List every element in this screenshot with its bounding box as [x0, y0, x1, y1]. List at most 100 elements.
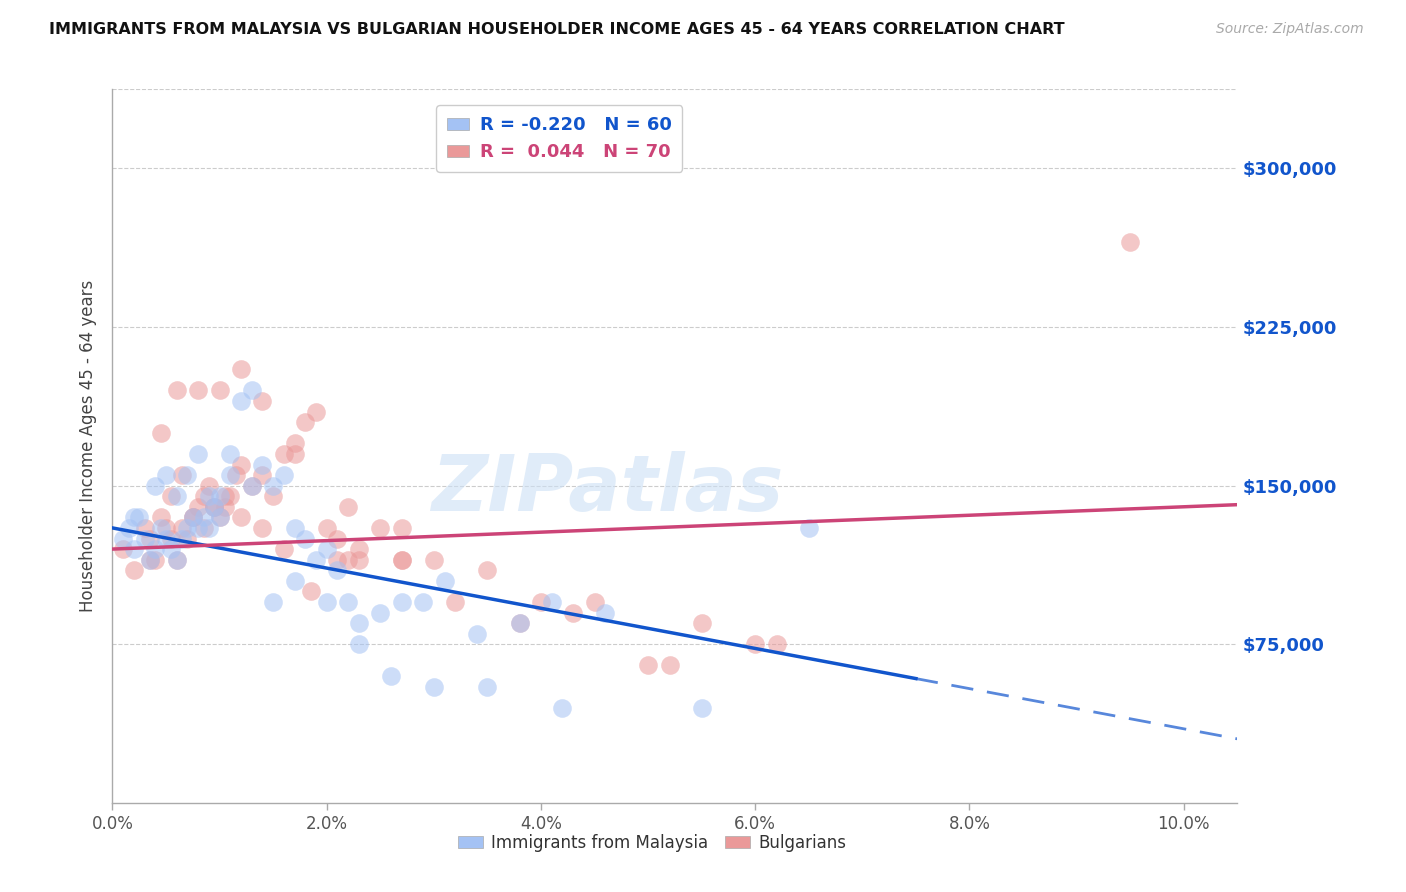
- Point: [252, 521, 274, 535]
- Point: [252, 394, 274, 409]
- Point: [273, 542, 295, 557]
- Point: [229, 510, 252, 524]
- Point: [315, 595, 337, 609]
- Point: [305, 404, 328, 418]
- Point: [187, 447, 209, 461]
- Point: [219, 489, 242, 503]
- Point: [744, 637, 766, 651]
- Point: [326, 563, 349, 577]
- Point: [143, 478, 166, 492]
- Text: IMMIGRANTS FROM MALAYSIA VS BULGARIAN HOUSEHOLDER INCOME AGES 45 - 64 YEARS CORR: IMMIGRANTS FROM MALAYSIA VS BULGARIAN HO…: [49, 22, 1064, 37]
- Point: [122, 510, 145, 524]
- Point: [593, 606, 616, 620]
- Point: [551, 700, 574, 714]
- Point: [225, 468, 247, 483]
- Point: [380, 669, 402, 683]
- Point: [509, 616, 531, 631]
- Point: [214, 500, 236, 514]
- Point: [202, 500, 225, 514]
- Point: [134, 521, 156, 535]
- Point: [181, 510, 204, 524]
- Point: [214, 489, 236, 503]
- Point: [187, 500, 209, 514]
- Point: [294, 532, 316, 546]
- Point: [160, 532, 183, 546]
- Point: [391, 521, 413, 535]
- Point: [139, 552, 162, 566]
- Point: [198, 478, 221, 492]
- Point: [166, 384, 188, 398]
- Point: [315, 521, 337, 535]
- Point: [219, 447, 242, 461]
- Point: [315, 542, 337, 557]
- Point: [658, 658, 681, 673]
- Point: [193, 510, 215, 524]
- Point: [149, 521, 172, 535]
- Point: [139, 552, 162, 566]
- Point: [433, 574, 456, 588]
- Point: [155, 521, 177, 535]
- Point: [160, 489, 183, 503]
- Point: [176, 521, 198, 535]
- Point: [149, 425, 172, 440]
- Point: [139, 532, 162, 546]
- Point: [262, 478, 284, 492]
- Point: [423, 552, 446, 566]
- Point: [208, 384, 231, 398]
- Point: [465, 626, 488, 640]
- Point: [368, 521, 391, 535]
- Point: [160, 542, 183, 557]
- Point: [412, 595, 434, 609]
- Point: [112, 542, 135, 557]
- Point: [368, 606, 391, 620]
- Point: [166, 552, 188, 566]
- Point: [122, 542, 145, 557]
- Point: [391, 552, 413, 566]
- Point: [347, 542, 370, 557]
- Point: [305, 552, 328, 566]
- Point: [284, 574, 307, 588]
- Point: [134, 532, 156, 546]
- Point: [326, 552, 349, 566]
- Point: [337, 552, 360, 566]
- Point: [181, 510, 204, 524]
- Point: [347, 637, 370, 651]
- Point: [155, 468, 177, 483]
- Point: [273, 447, 295, 461]
- Point: [299, 584, 322, 599]
- Point: [284, 447, 307, 461]
- Point: [509, 616, 531, 631]
- Point: [797, 521, 820, 535]
- Point: [540, 595, 562, 609]
- Point: [208, 510, 231, 524]
- Y-axis label: Householder Income Ages 45 - 64 years: Householder Income Ages 45 - 64 years: [79, 280, 97, 612]
- Point: [262, 489, 284, 503]
- Point: [337, 595, 360, 609]
- Point: [273, 468, 295, 483]
- Point: [155, 532, 177, 546]
- Point: [122, 563, 145, 577]
- Point: [219, 468, 242, 483]
- Point: [477, 680, 499, 694]
- Point: [202, 500, 225, 514]
- Point: [172, 468, 194, 483]
- Point: [391, 595, 413, 609]
- Point: [391, 552, 413, 566]
- Point: [193, 489, 215, 503]
- Point: [240, 384, 263, 398]
- Point: [187, 384, 209, 398]
- Point: [143, 542, 166, 557]
- Point: [172, 532, 194, 546]
- Point: [193, 521, 215, 535]
- Point: [562, 606, 585, 620]
- Point: [240, 478, 263, 492]
- Point: [208, 489, 231, 503]
- Point: [143, 552, 166, 566]
- Point: [229, 362, 252, 376]
- Point: [337, 500, 360, 514]
- Point: [208, 510, 231, 524]
- Point: [326, 532, 349, 546]
- Point: [1119, 235, 1142, 250]
- Point: [690, 616, 713, 631]
- Point: [198, 521, 221, 535]
